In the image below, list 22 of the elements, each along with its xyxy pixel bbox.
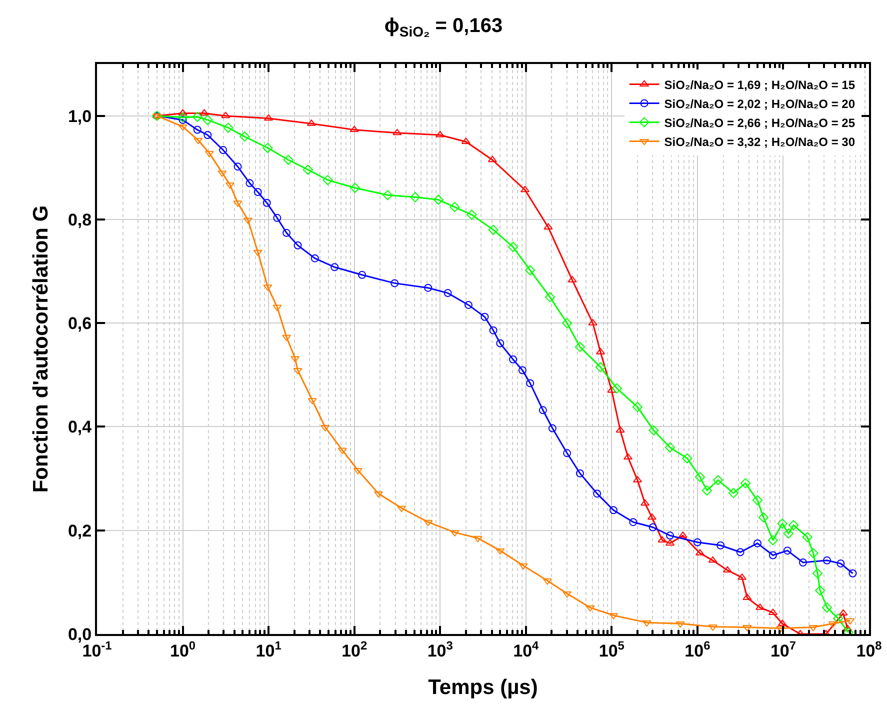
- y-tick-label: 0,6: [68, 314, 92, 334]
- y-axis-title: Fonction d'autocorrélation G: [30, 205, 53, 493]
- y-tick-label: 1,0: [68, 106, 92, 126]
- x-axis-title: Temps (µs): [428, 676, 538, 700]
- legend-label: SiO₂/Na₂O = 2,02 ; H₂O/Na₂O = 20: [664, 96, 856, 111]
- x-tick-label: 10$^{1}$: [256, 638, 282, 660]
- x-tick-label: 10$^{5}$: [598, 638, 625, 660]
- y-tick-label: 0,4: [68, 418, 92, 437]
- legend-label: SiO₂/Na₂O = 2,66 ; H₂O/Na₂O = 25: [664, 116, 856, 130]
- x-tick-label: 10$^{2}$: [342, 638, 368, 660]
- x-tick-label: 10$^{7}$: [770, 638, 796, 660]
- legend-label: SiO₂/Na₂O = 1,69 ; H₂O/Na₂O = 15: [664, 78, 856, 92]
- y-tick-label: 0,8: [68, 210, 92, 230]
- x-tick-label: 10$^{8}$: [856, 638, 882, 660]
- x-tick-label: 10$^{6}$: [684, 638, 711, 660]
- legend-label: SiO₂/Na₂O = 3,32 ; H₂O/Na₂O = 30: [664, 134, 856, 149]
- x-tick-label: 10$^{4}$: [513, 638, 540, 660]
- x-tick-label: 10$^{3}$: [427, 638, 454, 660]
- y-tick-label: 0,0: [68, 624, 92, 644]
- chart-title: ϕ$_{SiO₂}$ = 0,163: [384, 15, 503, 40]
- y-tick-label: 0,2: [68, 521, 92, 540]
- x-tick-label: 10$^{0}$: [170, 638, 196, 660]
